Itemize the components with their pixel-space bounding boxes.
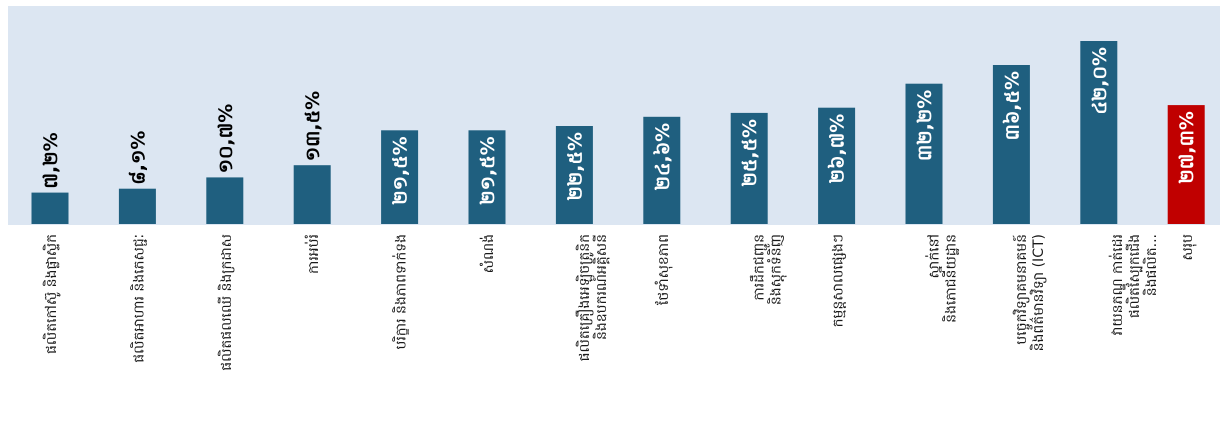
bar-9 bbox=[818, 107, 856, 224]
category-label-7: ថែទាំសុខភាព bbox=[654, 234, 673, 305]
bar-7 bbox=[643, 116, 681, 224]
bar-10 bbox=[905, 83, 943, 224]
category-label-1: ផលិតអាហារ និងភេសជ្ជៈ bbox=[129, 234, 147, 363]
data-label-13: ២៧,៣% bbox=[1176, 111, 1198, 183]
category-label-0: ផលិតកៅស៊ូ និងផ្លាស្ទិក bbox=[42, 234, 61, 354]
data-label-2: ១០,៧% bbox=[215, 104, 237, 174]
bar-0 bbox=[31, 192, 69, 224]
bar-1 bbox=[118, 188, 156, 224]
data-label-8: ២៥,៥% bbox=[739, 119, 761, 187]
data-label-1: ៨,១% bbox=[127, 131, 149, 185]
plot-area bbox=[8, 6, 1220, 225]
data-label-0: ៧,២% bbox=[40, 132, 62, 188]
category-label-11: បច្ចេកវិទ្យាគមនាគមន៍និងព័ត៌មានវិទ្យា (IC… bbox=[1012, 234, 1047, 351]
category-label-6: ផលិតគ្រឿងអេឡិចត្រូនិកនិងឧបករណ៍អគ្គិសនី bbox=[575, 234, 610, 361]
data-label-10: ៣២,២% bbox=[914, 90, 936, 161]
category-label-8: ការដឹកជញ្ជូននិងស្តុកទំនិញ bbox=[750, 234, 788, 305]
bar-11 bbox=[992, 65, 1030, 224]
bar-8 bbox=[730, 112, 768, 224]
data-label-4: ២១,៥% bbox=[390, 136, 412, 204]
bar-4 bbox=[381, 130, 419, 224]
data-label-12: ៤២,០% bbox=[1089, 47, 1111, 115]
category-label-9: កម្មន្តសាលផ្សេងៗ bbox=[831, 234, 847, 327]
data-label-5: ២១,៥% bbox=[477, 136, 499, 204]
bar-6 bbox=[555, 126, 593, 224]
category-label-3: ការអប់រំ bbox=[304, 234, 322, 274]
category-label-4: បរិក្ខារ និងភាពទាក់ទង bbox=[392, 234, 410, 350]
data-label-3: ១៣,៥% bbox=[302, 91, 324, 161]
bar-5 bbox=[468, 130, 506, 224]
data-label-6: ២២,៥% bbox=[564, 132, 586, 200]
bar-13 bbox=[1167, 105, 1205, 224]
bar-12 bbox=[1080, 41, 1118, 224]
bar-3 bbox=[293, 165, 331, 224]
data-label-7: ២៤,៦% bbox=[652, 123, 674, 191]
category-label-5: សំណង់ bbox=[479, 234, 497, 273]
category-label-2: ផលិតផលឈើ និងក្រដាស bbox=[217, 234, 235, 371]
category-label-13: សរុប bbox=[1180, 234, 1197, 261]
category-label-10: ស្នាក់នៅនិងភោជនីយដ្ឋាន bbox=[925, 234, 960, 323]
data-label-9: ២៦,៧% bbox=[827, 114, 849, 184]
category-label-12: វាយនភណ្ឌ កាត់ដេរផលិតស្បែកជើងនិងផលិត... bbox=[1108, 234, 1160, 336]
bar-2 bbox=[206, 177, 244, 224]
data-label-11: ៣៦,៥% bbox=[1001, 71, 1023, 140]
